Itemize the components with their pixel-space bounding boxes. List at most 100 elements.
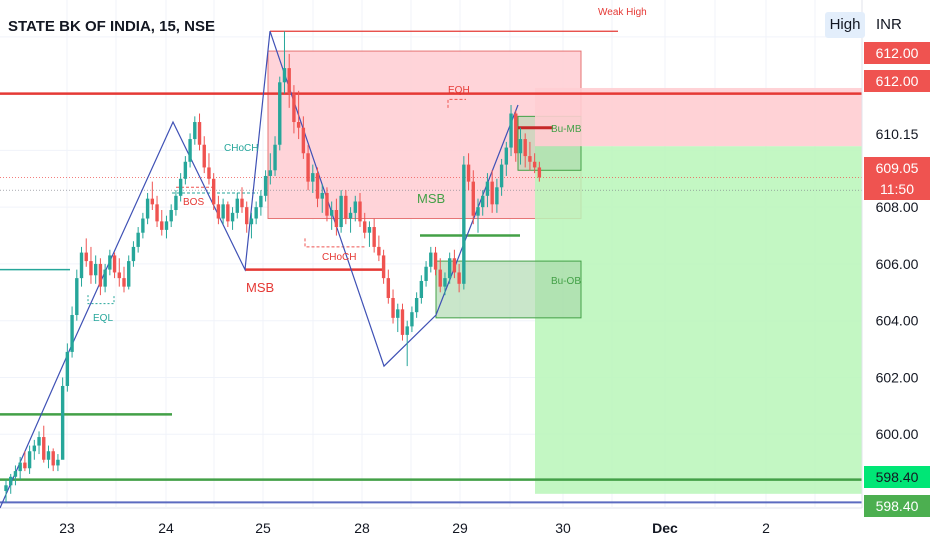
candle-body[interactable] <box>51 451 55 466</box>
candle-body[interactable] <box>292 93 296 123</box>
candle-body[interactable] <box>447 258 452 279</box>
candle-body[interactable] <box>122 278 126 287</box>
candle-body[interactable] <box>202 144 206 168</box>
candle-body[interactable] <box>4 485 8 491</box>
candle-body[interactable] <box>367 227 372 233</box>
candle-body[interactable] <box>75 278 79 316</box>
candle-body[interactable] <box>9 476 13 486</box>
candle-body[interactable] <box>240 198 244 208</box>
candle-body[interactable] <box>193 122 197 140</box>
candle-body[interactable] <box>339 195 343 228</box>
candle-body[interactable] <box>226 204 230 222</box>
candle-body[interactable] <box>141 218 145 233</box>
candle-body[interactable] <box>514 113 518 154</box>
candle-body[interactable] <box>18 462 22 472</box>
candle-body[interactable] <box>334 210 339 228</box>
candle-body[interactable] <box>103 269 107 287</box>
candle-body[interactable] <box>254 207 258 219</box>
candle-body[interactable] <box>136 232 140 247</box>
candle-body[interactable] <box>216 204 221 219</box>
candle-body[interactable] <box>65 351 70 386</box>
candle-body[interactable] <box>160 221 164 230</box>
candle-body[interactable] <box>537 167 542 178</box>
candle-body[interactable] <box>344 195 348 219</box>
candle-body[interactable] <box>396 309 400 318</box>
candle-body[interactable] <box>329 210 334 216</box>
candle-body[interactable] <box>169 210 173 222</box>
candle-body[interactable] <box>386 278 391 298</box>
candle-body[interactable] <box>98 263 103 287</box>
candle-body[interactable] <box>320 192 324 199</box>
candle-body[interactable] <box>230 212 235 222</box>
candle-body[interactable] <box>207 167 211 179</box>
candle-body[interactable] <box>509 113 513 148</box>
candle-body[interactable] <box>282 68 287 83</box>
candle-body[interactable] <box>358 201 362 222</box>
candle-body[interactable] <box>183 161 188 179</box>
candle-body[interactable] <box>287 68 291 94</box>
candle-body[interactable] <box>108 255 112 270</box>
candle-body[interactable] <box>27 451 32 469</box>
candle-body[interactable] <box>60 385 65 460</box>
candle-body[interactable] <box>268 170 273 176</box>
candle-body[interactable] <box>429 252 433 267</box>
candle-body[interactable] <box>499 164 504 188</box>
candle-body[interactable] <box>93 263 98 276</box>
candle-body[interactable] <box>462 164 466 284</box>
candle-body[interactable] <box>443 278 447 287</box>
candle-body[interactable] <box>197 122 202 145</box>
candle-body[interactable] <box>188 139 192 162</box>
candle-body[interactable] <box>278 82 282 145</box>
candle-body[interactable] <box>504 147 509 165</box>
candle-body[interactable] <box>452 258 457 273</box>
candle-body[interactable] <box>485 181 490 196</box>
candle-body[interactable] <box>273 144 277 171</box>
candle-body[interactable] <box>306 153 310 182</box>
candle-body[interactable] <box>263 175 268 196</box>
candle-body[interactable] <box>381 255 386 279</box>
candle-body[interactable] <box>145 198 150 219</box>
candle-body[interactable] <box>315 173 320 199</box>
candle-body[interactable] <box>419 280 424 298</box>
candle-body[interactable] <box>259 195 263 208</box>
candle-body[interactable] <box>400 309 405 335</box>
candle-body[interactable] <box>528 156 532 162</box>
candle-body[interactable] <box>221 204 225 219</box>
candle-body[interactable] <box>377 246 381 256</box>
high-button[interactable]: High <box>825 12 865 38</box>
candle-body[interactable] <box>471 181 475 216</box>
candle-body[interactable] <box>89 261 93 276</box>
candle-body[interactable] <box>174 195 178 211</box>
candle-body[interactable] <box>301 127 306 154</box>
candle-body[interactable] <box>466 164 471 182</box>
candle-body[interactable] <box>164 221 169 230</box>
candle-body[interactable] <box>46 451 51 460</box>
candle-body[interactable] <box>235 198 239 213</box>
candle-body[interactable] <box>348 212 353 219</box>
candle-body[interactable] <box>424 266 428 281</box>
currency-label[interactable]: INR <box>876 16 902 33</box>
candle-body[interactable] <box>112 255 117 273</box>
candle-body[interactable] <box>532 161 537 168</box>
candle-body[interactable] <box>178 178 183 196</box>
candle-body[interactable] <box>211 178 216 205</box>
candle-body[interactable] <box>495 187 499 205</box>
candle-body[interactable] <box>363 221 367 233</box>
candle-body[interactable] <box>372 227 376 247</box>
candle-body[interactable] <box>296 122 301 128</box>
candle-body[interactable] <box>70 315 74 352</box>
candle-body[interactable] <box>131 246 136 262</box>
candle-body[interactable] <box>23 462 27 469</box>
candle-body[interactable] <box>476 207 480 216</box>
candle-body[interactable] <box>414 297 419 313</box>
candle-body[interactable] <box>245 207 249 225</box>
candle-body[interactable] <box>433 252 438 270</box>
candle-body[interactable] <box>42 437 46 460</box>
candle-body[interactable] <box>518 139 523 154</box>
candle-body[interactable] <box>481 195 485 208</box>
candle-body[interactable] <box>490 181 494 205</box>
candle-body[interactable] <box>79 252 84 279</box>
candle-body[interactable] <box>84 252 88 262</box>
candle-body[interactable] <box>325 192 329 216</box>
